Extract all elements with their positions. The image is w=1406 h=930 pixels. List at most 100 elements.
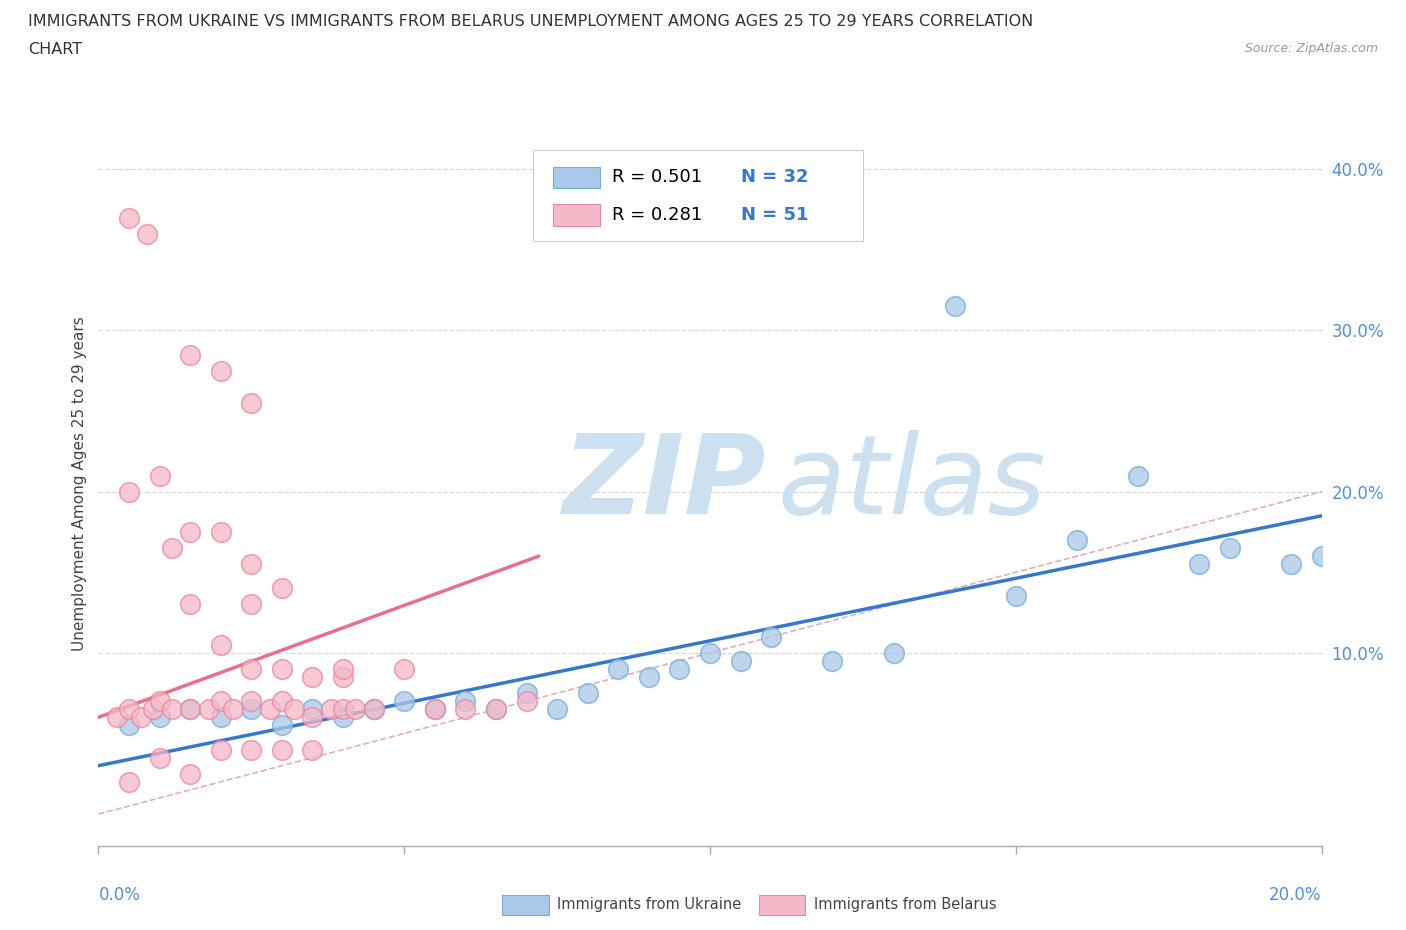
Point	[179, 766, 201, 781]
Point	[454, 694, 477, 709]
Text: 20.0%: 20.0%	[1270, 886, 1322, 904]
Text: Source: ZipAtlas.com: Source: ZipAtlas.com	[1244, 42, 1378, 55]
Point	[149, 468, 172, 483]
Text: Immigrants from Ukraine: Immigrants from Ukraine	[557, 897, 741, 911]
Point	[209, 710, 232, 724]
Point	[668, 661, 690, 676]
Text: N = 32: N = 32	[741, 167, 808, 186]
Point	[1219, 540, 1241, 555]
Point	[423, 702, 446, 717]
Point	[301, 702, 323, 717]
FancyBboxPatch shape	[533, 150, 863, 241]
FancyBboxPatch shape	[554, 166, 600, 189]
Point	[759, 630, 782, 644]
Point	[270, 661, 292, 676]
Point	[485, 702, 508, 717]
Point	[149, 694, 172, 709]
Point	[209, 637, 232, 652]
Point	[129, 710, 152, 724]
Point	[546, 702, 568, 717]
Point	[118, 485, 141, 499]
Text: CHART: CHART	[28, 42, 82, 57]
Y-axis label: Unemployment Among Ages 25 to 29 years: Unemployment Among Ages 25 to 29 years	[72, 316, 87, 651]
Point	[240, 742, 263, 757]
Point	[392, 661, 416, 676]
Point	[209, 525, 232, 539]
Point	[301, 670, 323, 684]
Point	[821, 654, 844, 669]
FancyBboxPatch shape	[502, 895, 548, 915]
Text: Immigrants from Belarus: Immigrants from Belarus	[814, 897, 997, 911]
Point	[332, 710, 354, 724]
Point	[160, 702, 183, 717]
FancyBboxPatch shape	[554, 205, 600, 226]
Point	[516, 694, 538, 709]
Point	[240, 702, 263, 717]
Text: atlas: atlas	[778, 430, 1046, 538]
Point	[118, 210, 141, 225]
Point	[392, 694, 416, 709]
Point	[699, 645, 721, 660]
Point	[332, 670, 354, 684]
Point	[240, 597, 263, 612]
Point	[332, 661, 354, 676]
Text: N = 51: N = 51	[741, 206, 808, 224]
Point	[344, 702, 367, 717]
Point	[179, 702, 201, 717]
Point	[363, 702, 385, 717]
Point	[283, 702, 305, 717]
Point	[105, 710, 128, 724]
Point	[423, 702, 446, 717]
Point	[1066, 533, 1088, 548]
Text: R = 0.501: R = 0.501	[612, 167, 703, 186]
Point	[222, 702, 245, 717]
Point	[363, 702, 385, 717]
Point	[118, 702, 141, 717]
Point	[179, 525, 201, 539]
Point	[454, 702, 477, 717]
Point	[240, 694, 263, 709]
Text: IMMIGRANTS FROM UKRAINE VS IMMIGRANTS FROM BELARUS UNEMPLOYMENT AMONG AGES 25 TO: IMMIGRANTS FROM UKRAINE VS IMMIGRANTS FR…	[28, 14, 1033, 29]
Point	[136, 226, 159, 241]
Point	[943, 299, 966, 313]
Point	[209, 742, 232, 757]
Point	[883, 645, 905, 660]
Point	[209, 694, 232, 709]
Text: R = 0.281: R = 0.281	[612, 206, 703, 224]
Text: 0.0%: 0.0%	[98, 886, 141, 904]
Point	[270, 718, 292, 733]
Point	[637, 670, 661, 684]
Point	[142, 702, 165, 717]
Point	[179, 597, 201, 612]
Point	[270, 694, 292, 709]
Point	[1128, 468, 1150, 483]
Point	[149, 751, 172, 765]
Text: ZIP: ZIP	[564, 430, 766, 538]
Point	[301, 710, 323, 724]
Point	[118, 775, 141, 790]
Point	[576, 685, 599, 700]
Point	[516, 685, 538, 700]
Point	[179, 347, 201, 362]
Point	[240, 395, 263, 410]
Point	[1279, 557, 1302, 572]
Point	[730, 654, 752, 669]
Point	[319, 702, 342, 717]
Point	[240, 661, 263, 676]
Point	[1310, 549, 1333, 564]
Point	[160, 540, 183, 555]
Point	[179, 702, 201, 717]
Point	[270, 742, 292, 757]
Point	[259, 702, 281, 717]
Point	[301, 742, 323, 757]
Point	[270, 581, 292, 596]
Point	[1004, 589, 1026, 604]
Point	[607, 661, 630, 676]
Point	[240, 557, 263, 572]
FancyBboxPatch shape	[759, 895, 806, 915]
Point	[149, 710, 172, 724]
Point	[1188, 557, 1211, 572]
Point	[118, 718, 141, 733]
Point	[332, 702, 354, 717]
Point	[485, 702, 508, 717]
